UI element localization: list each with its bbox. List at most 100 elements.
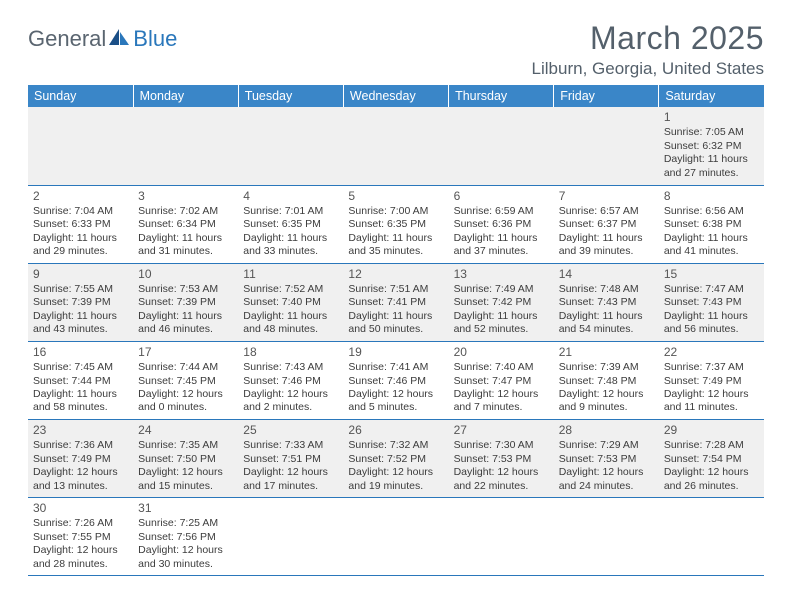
calendar-day-cell <box>659 497 764 575</box>
daylight-text: Daylight: 12 hours <box>664 466 759 479</box>
sunrise-text: Sunrise: 7:02 AM <box>138 205 233 218</box>
header: General Blue March 2025 Lilburn, Georgia… <box>28 20 764 79</box>
calendar-day-cell <box>449 107 554 185</box>
calendar-day-cell: 30Sunrise: 7:26 AMSunset: 7:55 PMDayligh… <box>28 497 133 575</box>
daylight-text: and 30 minutes. <box>138 558 233 571</box>
day-number: 12 <box>348 267 443 282</box>
daylight-text: and 26 minutes. <box>664 480 759 493</box>
daylight-text: Daylight: 11 hours <box>348 310 443 323</box>
sunrise-text: Sunrise: 7:41 AM <box>348 361 443 374</box>
sunrise-text: Sunrise: 7:35 AM <box>138 439 233 452</box>
day-header: Monday <box>133 85 238 107</box>
day-header: Wednesday <box>343 85 448 107</box>
daylight-text: Daylight: 11 hours <box>454 232 549 245</box>
sunset-text: Sunset: 6:35 PM <box>348 218 443 231</box>
calendar-day-cell: 4Sunrise: 7:01 AMSunset: 6:35 PMDaylight… <box>238 185 343 263</box>
sunset-text: Sunset: 6:37 PM <box>559 218 654 231</box>
sunset-text: Sunset: 7:44 PM <box>33 375 128 388</box>
daylight-text: Daylight: 12 hours <box>454 388 549 401</box>
calendar-day-cell <box>449 497 554 575</box>
sunset-text: Sunset: 6:32 PM <box>664 140 759 153</box>
title-block: March 2025 Lilburn, Georgia, United Stat… <box>532 20 764 79</box>
calendar-day-cell: 29Sunrise: 7:28 AMSunset: 7:54 PMDayligh… <box>659 419 764 497</box>
sunset-text: Sunset: 7:43 PM <box>664 296 759 309</box>
day-header: Thursday <box>449 85 554 107</box>
day-number: 19 <box>348 345 443 360</box>
daylight-text: Daylight: 12 hours <box>33 466 128 479</box>
calendar-day-cell: 19Sunrise: 7:41 AMSunset: 7:46 PMDayligh… <box>343 341 448 419</box>
daylight-text: and 27 minutes. <box>664 167 759 180</box>
day-number: 8 <box>664 189 759 204</box>
day-number: 23 <box>33 423 128 438</box>
sunset-text: Sunset: 7:49 PM <box>664 375 759 388</box>
calendar-day-cell: 21Sunrise: 7:39 AMSunset: 7:48 PMDayligh… <box>554 341 659 419</box>
calendar-day-cell: 7Sunrise: 6:57 AMSunset: 6:37 PMDaylight… <box>554 185 659 263</box>
daylight-text: and 43 minutes. <box>33 323 128 336</box>
calendar-day-cell: 13Sunrise: 7:49 AMSunset: 7:42 PMDayligh… <box>449 263 554 341</box>
daylight-text: Daylight: 11 hours <box>243 310 338 323</box>
day-number: 14 <box>559 267 654 282</box>
daylight-text: Daylight: 12 hours <box>138 388 233 401</box>
daylight-text: and 24 minutes. <box>559 480 654 493</box>
calendar-table: Sunday Monday Tuesday Wednesday Thursday… <box>28 85 764 576</box>
daylight-text: and 50 minutes. <box>348 323 443 336</box>
day-number: 31 <box>138 501 233 516</box>
sunset-text: Sunset: 7:46 PM <box>243 375 338 388</box>
day-number: 21 <box>559 345 654 360</box>
calendar-day-cell: 6Sunrise: 6:59 AMSunset: 6:36 PMDaylight… <box>449 185 554 263</box>
sunrise-text: Sunrise: 7:43 AM <box>243 361 338 374</box>
day-number: 20 <box>454 345 549 360</box>
daylight-text: and 15 minutes. <box>138 480 233 493</box>
day-header: Tuesday <box>238 85 343 107</box>
sunset-text: Sunset: 7:39 PM <box>138 296 233 309</box>
daylight-text: Daylight: 11 hours <box>664 310 759 323</box>
day-number: 29 <box>664 423 759 438</box>
calendar-day-cell <box>554 107 659 185</box>
sunrise-text: Sunrise: 7:45 AM <box>33 361 128 374</box>
sunrise-text: Sunrise: 7:05 AM <box>664 126 759 139</box>
sunset-text: Sunset: 7:48 PM <box>559 375 654 388</box>
sunrise-text: Sunrise: 7:53 AM <box>138 283 233 296</box>
daylight-text: Daylight: 12 hours <box>243 466 338 479</box>
calendar-day-cell <box>133 107 238 185</box>
daylight-text: Daylight: 11 hours <box>33 388 128 401</box>
daylight-text: Daylight: 11 hours <box>664 153 759 166</box>
daylight-text: and 29 minutes. <box>33 245 128 258</box>
sunrise-text: Sunrise: 7:30 AM <box>454 439 549 452</box>
sunrise-text: Sunrise: 7:33 AM <box>243 439 338 452</box>
daylight-text: Daylight: 12 hours <box>243 388 338 401</box>
sunrise-text: Sunrise: 7:51 AM <box>348 283 443 296</box>
day-number: 3 <box>138 189 233 204</box>
sunset-text: Sunset: 7:39 PM <box>33 296 128 309</box>
sunset-text: Sunset: 6:33 PM <box>33 218 128 231</box>
sunset-text: Sunset: 7:46 PM <box>348 375 443 388</box>
calendar-day-cell: 1Sunrise: 7:05 AMSunset: 6:32 PMDaylight… <box>659 107 764 185</box>
sunrise-text: Sunrise: 7:47 AM <box>664 283 759 296</box>
sunrise-text: Sunrise: 6:57 AM <box>559 205 654 218</box>
sunrise-text: Sunrise: 7:00 AM <box>348 205 443 218</box>
sunrise-text: Sunrise: 7:52 AM <box>243 283 338 296</box>
calendar-day-cell: 8Sunrise: 6:56 AMSunset: 6:38 PMDaylight… <box>659 185 764 263</box>
day-number: 24 <box>138 423 233 438</box>
sunrise-text: Sunrise: 6:56 AM <box>664 205 759 218</box>
daylight-text: Daylight: 11 hours <box>138 310 233 323</box>
daylight-text: Daylight: 11 hours <box>559 232 654 245</box>
day-number: 6 <box>454 189 549 204</box>
day-header: Sunday <box>28 85 133 107</box>
calendar-day-cell: 18Sunrise: 7:43 AMSunset: 7:46 PMDayligh… <box>238 341 343 419</box>
sunrise-text: Sunrise: 7:04 AM <box>33 205 128 218</box>
day-header: Friday <box>554 85 659 107</box>
calendar-day-cell: 9Sunrise: 7:55 AMSunset: 7:39 PMDaylight… <box>28 263 133 341</box>
daylight-text: and 28 minutes. <box>33 558 128 571</box>
sunset-text: Sunset: 6:38 PM <box>664 218 759 231</box>
calendar-day-cell: 5Sunrise: 7:00 AMSunset: 6:35 PMDaylight… <box>343 185 448 263</box>
daylight-text: and 56 minutes. <box>664 323 759 336</box>
sunset-text: Sunset: 7:42 PM <box>454 296 549 309</box>
sunset-text: Sunset: 7:45 PM <box>138 375 233 388</box>
sunrise-text: Sunrise: 7:48 AM <box>559 283 654 296</box>
day-number: 9 <box>33 267 128 282</box>
daylight-text: and 0 minutes. <box>138 401 233 414</box>
sunrise-text: Sunrise: 6:59 AM <box>454 205 549 218</box>
sunrise-text: Sunrise: 7:25 AM <box>138 517 233 530</box>
calendar-day-cell: 11Sunrise: 7:52 AMSunset: 7:40 PMDayligh… <box>238 263 343 341</box>
